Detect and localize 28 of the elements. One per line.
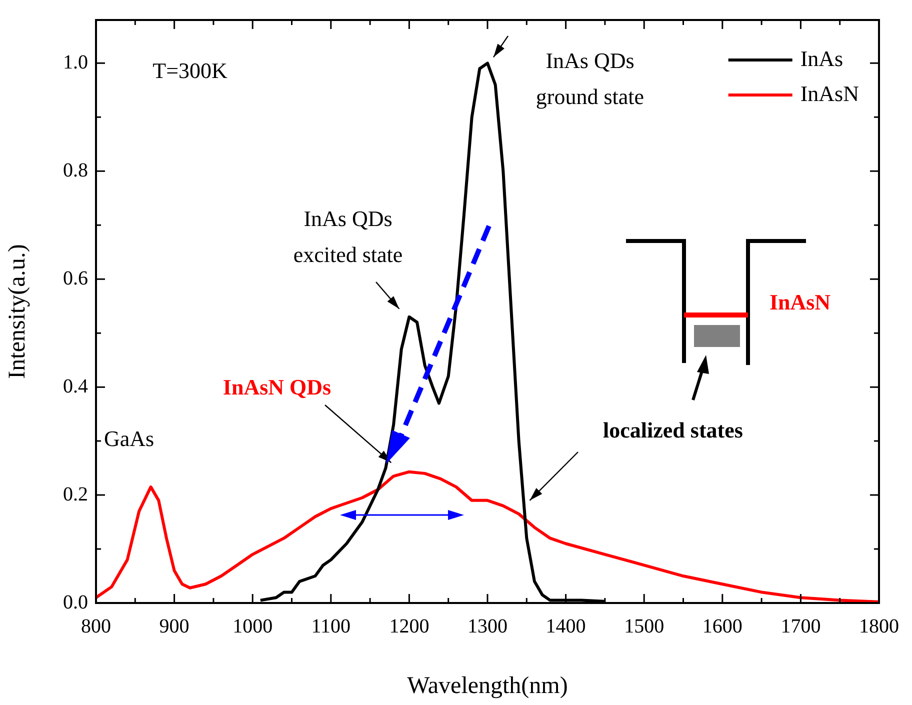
y-tick-label: 0.0 (63, 591, 88, 614)
x-tick-label: 1000 (232, 615, 273, 638)
annotation: InAs QDs ground state (536, 48, 644, 109)
y-tick-label: 0.4 (63, 375, 88, 398)
annotation: localized states (603, 418, 744, 443)
annotation: T=300K (152, 58, 228, 83)
annotation: InAs QDs excited state (293, 206, 403, 267)
annotation: InAsN (769, 290, 831, 315)
y-tick-label: 1.0 (63, 51, 88, 74)
x-tick-label: 1100 (311, 615, 351, 638)
y-tick-label: 0.8 (63, 159, 88, 182)
x-tick-label: 1600 (702, 615, 742, 638)
x-tick-label: 800 (81, 615, 111, 638)
x-tick-label: 900 (159, 615, 190, 638)
x-tick-label: 1700 (780, 615, 821, 638)
annotation: GaAs (104, 426, 154, 451)
x-tick-label: 1800 (859, 615, 899, 638)
x-tick-label: 1400 (546, 615, 586, 638)
y-axis-title: Intensity(a.u.) (4, 244, 31, 379)
x-tick-label: 1200 (389, 615, 430, 638)
y-tick-label: 0.2 (63, 483, 88, 506)
legend-label: InAsN (800, 80, 860, 106)
x-tick-label: 1300 (468, 615, 508, 638)
y-tick-label: 0.6 (63, 267, 88, 290)
legend-label: InAs (800, 46, 844, 71)
x-axis-title: Wavelength(nm) (407, 672, 568, 699)
annotation: InAsN QDs (222, 374, 332, 400)
x-tick-label: 1500 (624, 615, 664, 638)
